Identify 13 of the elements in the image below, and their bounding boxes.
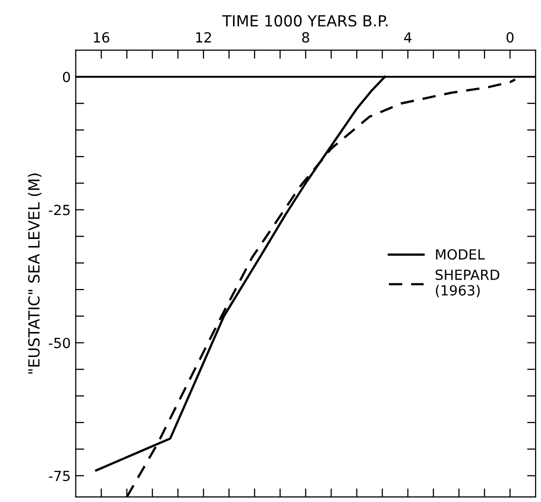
x-tick-label: 4	[404, 32, 412, 42]
x-tick-label: 12	[196, 32, 211, 42]
legend-label: MODEL	[436, 249, 485, 260]
x-tick-label: 16	[94, 32, 110, 43]
y-tick-label: -25	[48, 204, 70, 216]
x-tick-label: 0	[506, 32, 514, 43]
y-axis-title: "EUSTATIC" SEA LEVEL (M)	[28, 174, 42, 374]
x-axis-title: TIME 1000 YEARS B.P.	[222, 15, 388, 27]
y-tick-label: 0	[62, 72, 70, 82]
y-tick-label: -50	[48, 338, 70, 348]
x-tick-label: 8	[302, 32, 310, 43]
legend-label: SHEPARD (1963)	[436, 270, 500, 298]
y-tick-label: -75	[48, 470, 70, 482]
